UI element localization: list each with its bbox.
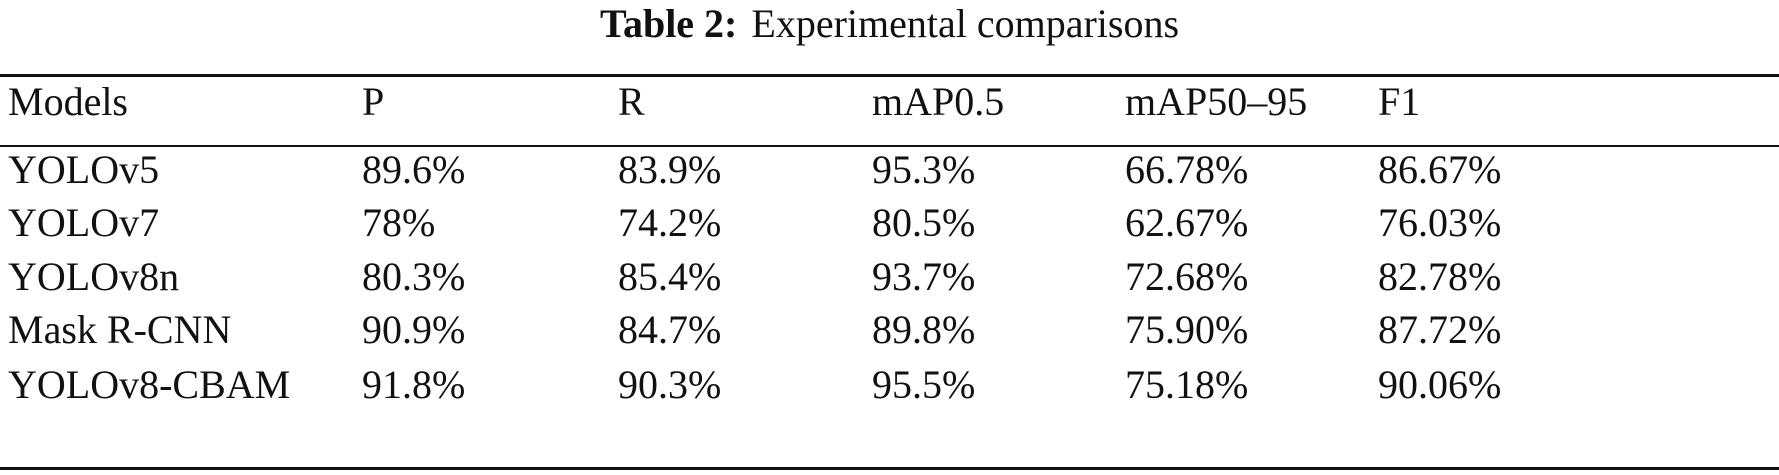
table-caption-label: Table 2: (599, 1, 738, 46)
table-cell-map50: 95.5% (872, 362, 976, 407)
column-header-p: P (362, 79, 385, 124)
table-cell-f1: 82.78% (1378, 254, 1502, 299)
table-cell-f1: 90.06% (1378, 362, 1502, 407)
table-cell-p: 80.3% (362, 254, 466, 299)
row-model-name: YOLOv8-CBAM (8, 362, 291, 407)
table-cell-map50: 80.5% (872, 200, 976, 245)
table-cell-map50: 95.3% (872, 147, 976, 192)
table-cell-map50-95: 75.18% (1125, 362, 1249, 407)
table-header-rule (0, 145, 1779, 147)
table-cell-map50-95: 66.78% (1125, 147, 1249, 192)
table-cell-f1: 87.72% (1378, 307, 1502, 352)
table-cell-map50-95: 62.67% (1125, 200, 1249, 245)
table-cell-p: 91.8% (362, 362, 466, 407)
row-model-name: YOLOv7 (8, 200, 160, 245)
table-cell-p: 78% (362, 200, 436, 245)
table-cell-map50: 89.8% (872, 307, 976, 352)
table-bottom-rule (0, 467, 1779, 470)
table-cell-map50-95: 75.90% (1125, 307, 1249, 352)
column-header-models: Models (8, 79, 128, 124)
row-model-name: YOLOv8n (8, 254, 180, 299)
table-cell-r: 85.4% (618, 254, 722, 299)
table-caption-text: Experimental comparisons (751, 1, 1180, 46)
row-model-name: Mask R-CNN (8, 307, 232, 352)
column-header-r: R (618, 79, 645, 124)
table-cell-p: 89.6% (362, 147, 466, 192)
column-header-map50: mAP0.5 (872, 79, 1005, 124)
table-cell-f1: 86.67% (1378, 147, 1502, 192)
table-cell-r: 83.9% (618, 147, 722, 192)
table-top-rule (0, 74, 1779, 77)
table-cell-p: 90.9% (362, 307, 466, 352)
table-cell-r: 90.3% (618, 362, 722, 407)
table-cell-map50-95: 72.68% (1125, 254, 1249, 299)
table-caption: Table 2: Experimental comparisons (0, 0, 1779, 56)
column-header-map50-95: mAP50–95 (1125, 79, 1308, 124)
table-cell-map50: 93.7% (872, 254, 976, 299)
table-cell-r: 84.7% (618, 307, 722, 352)
row-model-name: YOLOv5 (8, 147, 160, 192)
table-cell-f1: 76.03% (1378, 200, 1502, 245)
table-cell-r: 74.2% (618, 200, 722, 245)
column-header-f1: F1 (1378, 79, 1421, 124)
